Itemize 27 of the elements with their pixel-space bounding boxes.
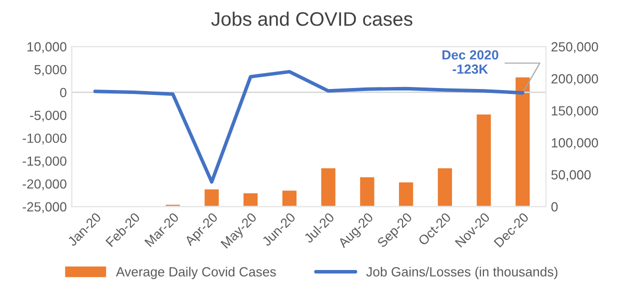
- y2-tick-label: 250,000: [552, 42, 598, 54]
- bar: [398, 180, 415, 207]
- legend-label: Job Gains/Losses (in thousands): [366, 266, 558, 280]
- bar: [242, 192, 260, 207]
- bar: [436, 166, 454, 207]
- y-tick-label: -5,000: [30, 110, 66, 122]
- legend-label: Average Daily Covid Cases: [116, 266, 276, 280]
- y2-tick-label: 150,000: [552, 106, 598, 118]
- bar: [514, 76, 532, 207]
- y-tick-label: -25,000: [22, 202, 66, 214]
- y-tick-label: 5,000: [34, 64, 66, 76]
- chart-title: Jobs and COVID cases: [211, 12, 412, 26]
- y-tick-label: 0: [60, 88, 66, 98]
- y2-tick-label: 0: [551, 202, 558, 212]
- bar: [203, 188, 220, 207]
- y-tick-label: -15,000: [22, 156, 66, 168]
- annotation: Dec 2020 -123K: [442, 50, 498, 74]
- bar: [475, 113, 492, 207]
- y2-tick-label: 50,000: [551, 170, 591, 182]
- y-tick-label: -10,000: [22, 134, 66, 144]
- y-tick-label: -20,000: [22, 179, 66, 190]
- y2-tick-label: 200,000: [552, 74, 598, 86]
- y-tick-label: 10,000: [28, 42, 66, 54]
- bar: [320, 166, 337, 207]
- bar: [280, 189, 298, 207]
- bar: [358, 176, 376, 207]
- y2-tick-label: 100,000: [552, 138, 598, 150]
